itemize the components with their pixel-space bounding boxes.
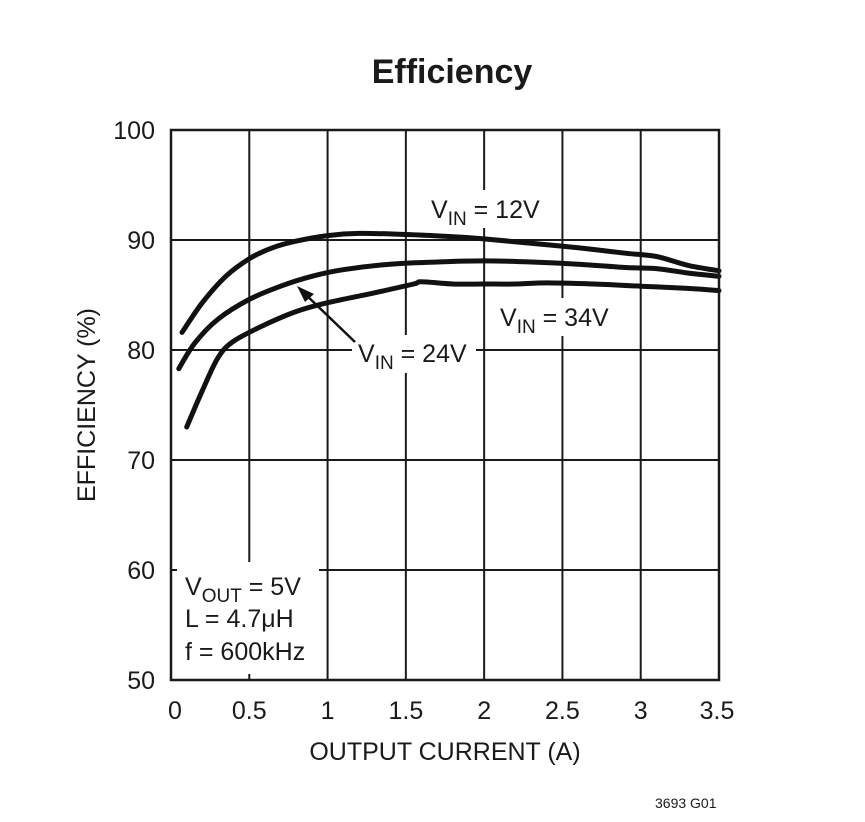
vin12-sub: IN bbox=[448, 209, 467, 230]
vin34-rest: = 34V bbox=[536, 304, 609, 332]
x-tick-label: 1.5 bbox=[388, 697, 423, 725]
x-tick-label: 1 bbox=[321, 697, 335, 725]
vin24-sub: IN bbox=[375, 353, 394, 374]
y-tick-label: 80 bbox=[127, 337, 155, 365]
series-line-2 bbox=[176, 258, 722, 372]
series-lines bbox=[176, 230, 722, 430]
y-tick-label: 70 bbox=[127, 447, 155, 475]
series-line-3 bbox=[184, 279, 722, 430]
vin34-sub: IN bbox=[517, 317, 536, 338]
vin34-label: VIN = 34V bbox=[500, 304, 609, 338]
vin24-label-bg bbox=[352, 335, 476, 373]
vout-sub: OUT bbox=[202, 586, 243, 607]
x-tick-label: 0 bbox=[168, 697, 182, 725]
y-tick-label: 60 bbox=[127, 557, 155, 585]
vin24-rest: = 24V bbox=[394, 340, 467, 368]
x-tick-label: 2.5 bbox=[545, 697, 580, 725]
annotation-backgrounds bbox=[177, 190, 619, 674]
arrow-line bbox=[302, 291, 356, 343]
y-tick-labels: 50 60 70 80 90 100 bbox=[113, 117, 155, 695]
chart-title: Efficiency bbox=[372, 53, 533, 91]
vin34-label-bg bbox=[495, 298, 619, 336]
vin34-main: V bbox=[500, 304, 517, 332]
vin24-main: V bbox=[358, 340, 375, 368]
series-line-1 bbox=[179, 230, 722, 335]
vin24-arrow bbox=[297, 286, 356, 343]
conditions-bg bbox=[177, 562, 319, 674]
x-tick-labels: 0 0.5 1 1.5 2 2.5 3 3.5 bbox=[168, 697, 734, 725]
vin24-label: VIN = 24V bbox=[358, 340, 467, 374]
plot-frame bbox=[169, 128, 721, 682]
vin12-rest: = 12V bbox=[467, 196, 540, 224]
x-tick-label: 0.5 bbox=[232, 697, 267, 725]
arrow-head bbox=[297, 286, 314, 302]
vout-main: V bbox=[185, 573, 202, 601]
vin12-main: V bbox=[431, 196, 448, 224]
y-tick-label: 90 bbox=[127, 227, 155, 255]
vout-label: VOUT = 5V bbox=[185, 573, 301, 607]
y-axis-label: EFFICIENCY (%) bbox=[73, 308, 101, 502]
frequency-label: f = 600kHz bbox=[185, 638, 305, 666]
x-axis-label: OUTPUT CURRENT (A) bbox=[309, 738, 580, 766]
y-tick-label: 100 bbox=[113, 117, 155, 145]
vin12-label: VIN = 12V bbox=[431, 196, 540, 230]
x-tick-label: 3 bbox=[634, 697, 648, 725]
y-tick-label: 50 bbox=[127, 667, 155, 695]
vout-rest: = 5V bbox=[242, 573, 301, 601]
vin12-label-bg bbox=[424, 190, 552, 228]
x-tick-label: 3.5 bbox=[700, 697, 735, 725]
figure-code: 3693 G01 bbox=[655, 795, 717, 811]
inductance-label: L = 4.7μH bbox=[185, 605, 294, 633]
x-tick-label: 2 bbox=[477, 697, 491, 725]
